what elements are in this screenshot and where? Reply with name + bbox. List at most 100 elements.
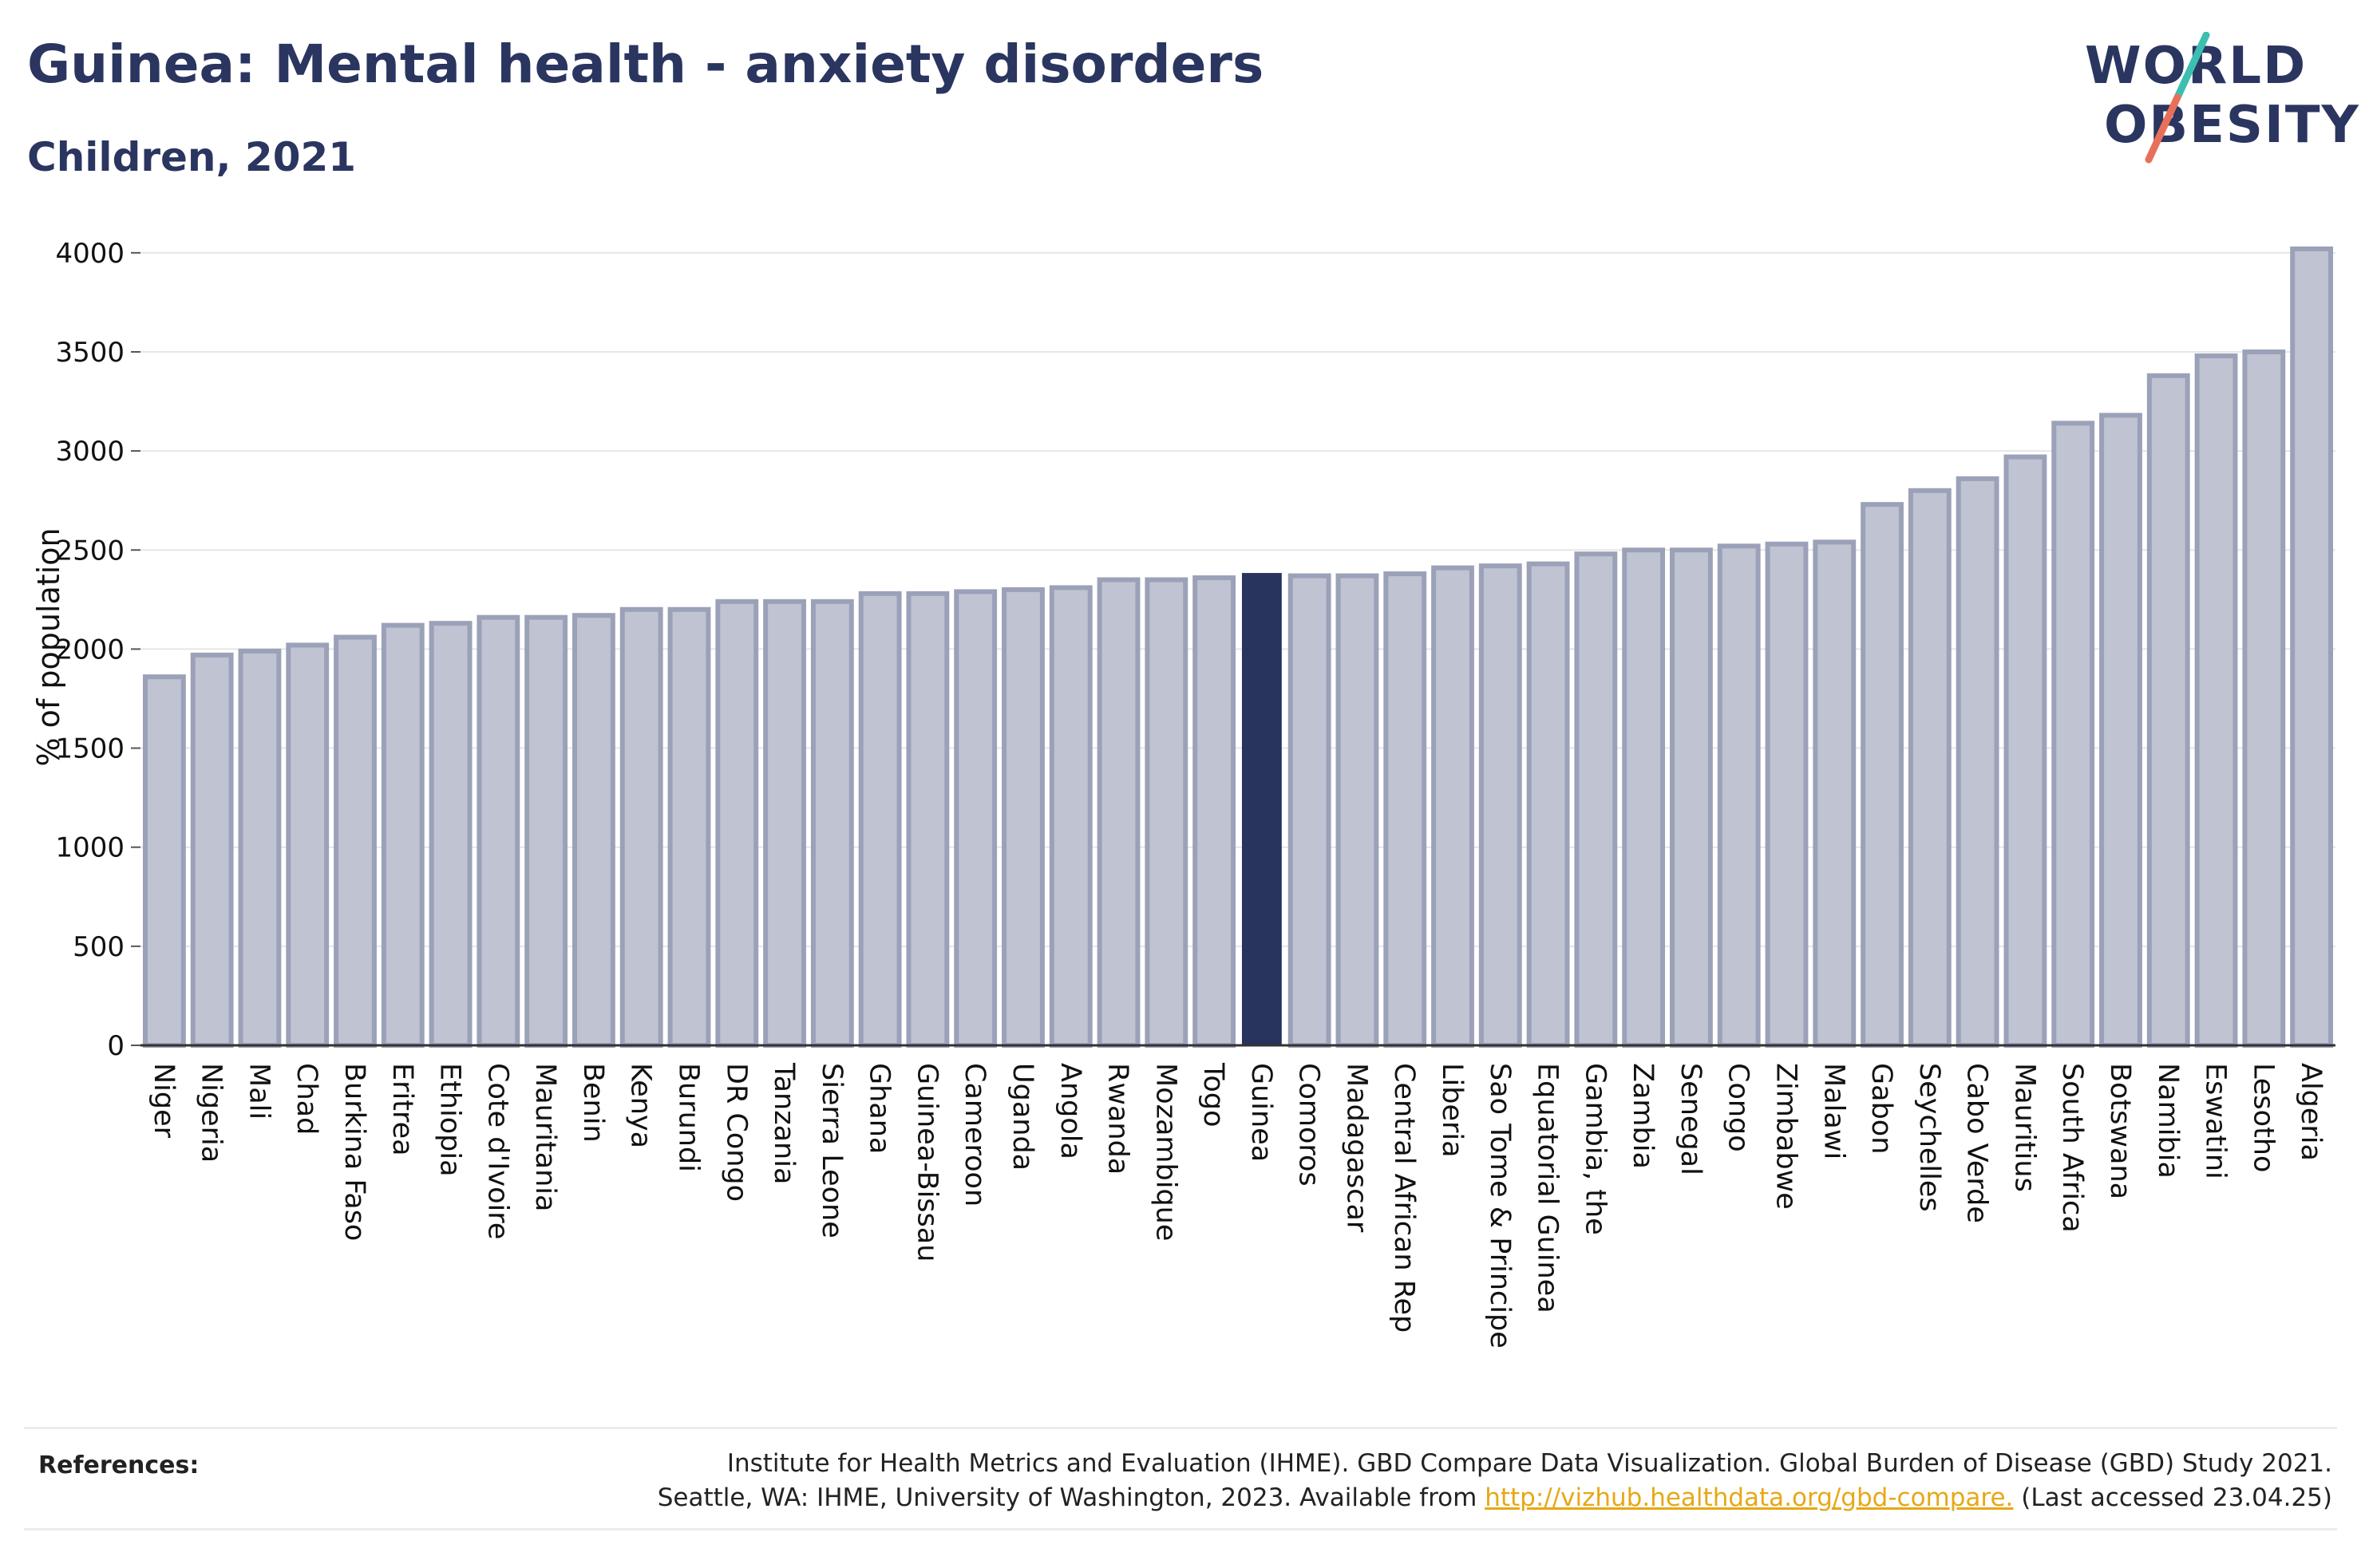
x-tick-label: Liberia: [1436, 1063, 1468, 1158]
chart-title: Guinea: Mental health - anxiety disorder…: [27, 34, 1264, 95]
x-tick-label: Comoros: [1293, 1063, 1325, 1187]
bar-gabon: [1861, 502, 1904, 1048]
bar-cabo-verde: [1956, 476, 1999, 1048]
x-tick-label: Algeria: [2295, 1063, 2327, 1161]
x-tick-label: Sierra Leone: [816, 1063, 848, 1238]
x-tick-label: Angola: [1054, 1063, 1086, 1159]
bar-uganda: [1002, 587, 1045, 1048]
x-tick-label: Eritrea: [386, 1063, 418, 1156]
bar-nigeria: [190, 652, 234, 1048]
y-tick-label: 0: [107, 1030, 125, 1062]
x-tick-label: Sao Tome & Principe: [1484, 1063, 1516, 1349]
reference-line-2-pre: Seattle, WA: IHME, University of Washing…: [657, 1483, 1477, 1513]
bar-sao-tome-principe: [1478, 563, 1522, 1048]
x-tick-label: Gambia, the: [1579, 1063, 1611, 1235]
x-tick-label: Rwanda: [1102, 1063, 1134, 1175]
x-tick-label: Burkina Faso: [338, 1063, 370, 1241]
x-tick-label: Cote d'Ivoire: [481, 1063, 513, 1239]
bar-gambia-the: [1574, 551, 1618, 1048]
bar-benin: [572, 613, 615, 1048]
x-tick-label: DR Congo: [720, 1063, 752, 1202]
y-tick-label: 500: [73, 931, 125, 963]
x-tick-label: Namibia: [2152, 1063, 2184, 1179]
y-tick-label: 2000: [55, 634, 125, 666]
bar-ghana: [858, 590, 902, 1048]
bar-mozambique: [1145, 577, 1188, 1048]
x-tick-label: Mali: [243, 1063, 275, 1120]
bar-seychelles: [1908, 488, 1952, 1048]
bar-zambia: [1622, 547, 1666, 1048]
x-tick-label: Benin: [577, 1063, 609, 1143]
x-tick-label: Mozambique: [1149, 1063, 1181, 1241]
reference-line-2: Seattle, WA: IHME, University of Washing…: [658, 1481, 2332, 1515]
bar-comoros: [1287, 573, 1331, 1048]
x-tick-label: Ghana: [864, 1063, 896, 1154]
bar-kenya: [619, 606, 663, 1048]
reference-link[interactable]: http://vizhub.healthdata.org/gbd-compare…: [1485, 1483, 2014, 1513]
logo-line-2: OBESITY: [2104, 96, 2360, 155]
x-tick-label: Ethiopia: [434, 1063, 466, 1177]
bar-liberia: [1431, 565, 1474, 1048]
bar-burundi: [667, 606, 711, 1048]
x-tick-label: Guinea-Bissau: [911, 1063, 943, 1262]
y-tick-label: 3000: [55, 436, 125, 468]
bar-mali: [238, 648, 282, 1049]
bar-mauritania: [524, 614, 568, 1048]
bar-eritrea: [381, 622, 425, 1048]
x-tick-label: Tanzania: [768, 1062, 800, 1184]
world-obesity-logo: WORLD OBESITY: [2082, 32, 2359, 168]
y-tick-label: 2500: [55, 535, 125, 567]
bar-burkina-faso: [334, 634, 377, 1049]
chart-subtitle: Children, 2021: [27, 134, 357, 180]
x-tick-label: Seychelles: [1913, 1063, 1945, 1212]
bar-sierra-leone: [810, 598, 854, 1048]
bar-tanzania: [763, 598, 806, 1048]
bar-mauritius: [2003, 454, 2047, 1048]
reference-line-1: Institute for Health Metrics and Evaluat…: [726, 1449, 2332, 1478]
y-tick-label: 1000: [55, 832, 125, 864]
bar-togo: [1192, 575, 1236, 1048]
bar-south-africa: [2051, 421, 2095, 1048]
x-tick-label: Mauritius: [2008, 1063, 2040, 1192]
x-tick-label: Guinea: [1245, 1063, 1277, 1162]
x-tick-label: Cabo Verde: [1961, 1063, 1993, 1223]
bar-central-african-rep: [1383, 571, 1427, 1048]
x-tick-label: Chad: [291, 1063, 322, 1135]
bar-lesotho: [2242, 349, 2286, 1049]
bar-cameroon: [954, 589, 998, 1048]
x-tick-label: Zambia: [1627, 1063, 1659, 1169]
bar-rwanda: [1097, 577, 1141, 1048]
bar-algeria: [2290, 246, 2334, 1048]
bar-malawi: [1813, 539, 1857, 1048]
x-tick-label: Mauritania: [529, 1063, 561, 1211]
reference-line-2-post: (Last accessed 23.04.25): [2021, 1483, 2332, 1513]
y-axis-label: % of population: [31, 527, 66, 766]
x-tick-label: Central African Rep: [1388, 1063, 1420, 1333]
x-tick-label: Gabon: [1865, 1063, 1897, 1154]
bar-cote-d-ivoire: [477, 614, 520, 1048]
x-tick-label: Lesotho: [2247, 1063, 2279, 1172]
x-tick-label: Zimbabwe: [1770, 1063, 1802, 1210]
references-text: Institute for Health Metrics and Evaluat…: [658, 1447, 2332, 1516]
bar-madagascar: [1335, 573, 1379, 1048]
x-tick-label: Botswana: [2104, 1063, 2136, 1199]
x-tick-label: Malawi: [1817, 1063, 1849, 1159]
bar-botswana: [2099, 413, 2142, 1048]
bar-eswatini: [2194, 353, 2238, 1048]
x-tick-label: Burundi: [673, 1063, 705, 1172]
references-label: References:: [38, 1451, 200, 1479]
x-tick-label: South Africa: [2056, 1063, 2088, 1233]
bar-namibia: [2146, 373, 2190, 1048]
bar-guinea-bissau: [906, 590, 950, 1048]
x-tick-label: Madagascar: [1340, 1063, 1372, 1233]
x-tick-label: Togo: [1197, 1062, 1229, 1127]
x-tick-label: Cameroon: [959, 1063, 991, 1207]
x-tick-label: Equatorial Guinea: [1532, 1063, 1564, 1313]
bar-zimbabwe: [1765, 541, 1809, 1048]
logo-slash-icon: [2145, 32, 2210, 164]
references-box: References: Institute for Health Metrics…: [24, 1427, 2337, 1530]
bar-equatorial-guinea: [1526, 561, 1570, 1048]
bar-chad: [286, 642, 330, 1048]
x-tick-label: Kenya: [625, 1063, 657, 1148]
bar-chart: 0 500 1000 1500 2000 2500 3000 3500 4000 % of pop…: [31, 238, 2335, 1349]
